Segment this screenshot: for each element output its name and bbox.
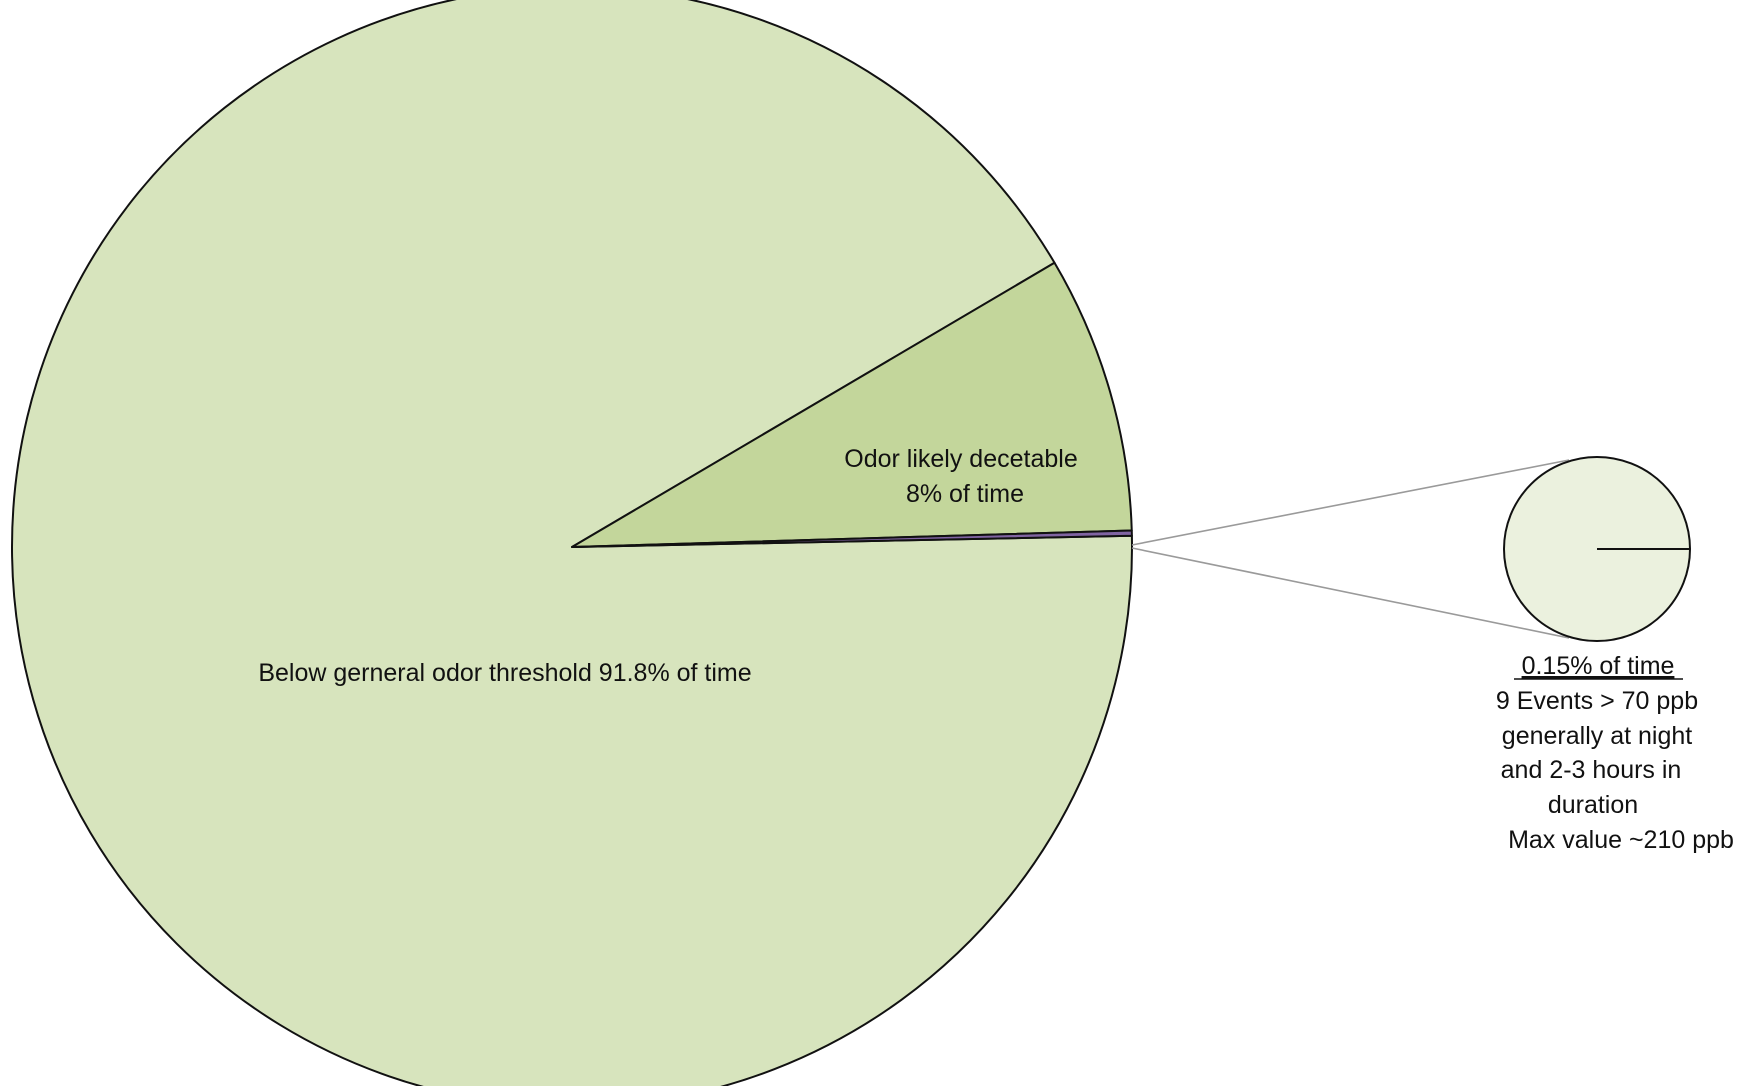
inset-line-1: 9 Events > 70 ppb <box>1496 687 1698 715</box>
inset-line-3: and 2-3 hours in <box>1501 756 1682 784</box>
slice-label-odor-detectable: Odor likely decetable <box>844 445 1077 473</box>
slice-events <box>571 529 1133 548</box>
pie-slices <box>11 0 1133 1086</box>
inset-title: 0.15% of time <box>1522 652 1675 680</box>
inset-line-4: duration <box>1548 791 1638 819</box>
slice-odor-detectable <box>571 261 1133 548</box>
inset-line-2: generally at night <box>1502 722 1692 750</box>
connector-bottom <box>1131 547 1570 639</box>
slice-label-below-threshold: Below gerneral odor threshold 91.8% of t… <box>258 659 751 687</box>
connector-top <box>1131 459 1570 546</box>
zoom-connectors <box>1131 459 1570 639</box>
inset-line-5: Max value ~210 ppb <box>1508 826 1734 854</box>
slice-below-threshold <box>11 0 1133 1086</box>
slice-label-odor-detectable-pct: 8% of time <box>906 480 1024 508</box>
zoom-inset <box>1503 456 1691 642</box>
